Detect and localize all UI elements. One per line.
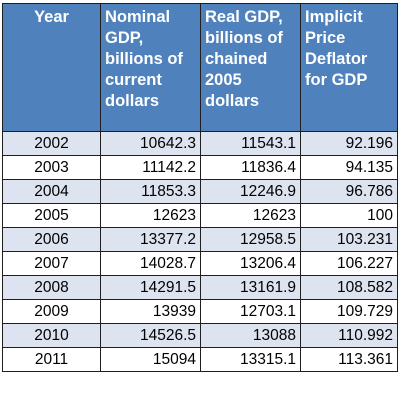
cell-nominal-gdp: 11853.3: [100, 179, 201, 204]
cell-real-gdp: 12703.1: [200, 299, 301, 324]
column-header-year: Year: [2, 3, 101, 132]
table-row: 2011 15094 13315.1 113.361: [2, 347, 398, 372]
cell-year: 2011: [2, 347, 101, 372]
column-header-price-deflator: Implicit Price Deflator for GDP: [300, 3, 398, 132]
cell-year: 2006: [2, 227, 101, 252]
cell-nominal-gdp: 12623: [100, 203, 201, 228]
cell-nominal-gdp: 10642.3: [100, 131, 201, 156]
table-row: 2003 11142.2 11836.4 94.135: [2, 155, 398, 180]
cell-price-deflator: 103.231: [300, 227, 398, 252]
gdp-table: Year Nominal GDP, billions of current do…: [2, 3, 398, 372]
cell-year: 2010: [2, 323, 101, 348]
cell-price-deflator: 92.196: [300, 131, 398, 156]
cell-price-deflator: 110.992: [300, 323, 398, 348]
table-row: 2007 14028.7 13206.4 106.227: [2, 251, 398, 276]
cell-year: 2005: [2, 203, 101, 228]
header-row: Year Nominal GDP, billions of current do…: [2, 3, 398, 132]
cell-year: 2002: [2, 131, 101, 156]
cell-nominal-gdp: 13939: [100, 299, 201, 324]
cell-price-deflator: 113.361: [300, 347, 398, 372]
cell-year: 2003: [2, 155, 101, 180]
cell-year: 2009: [2, 299, 101, 324]
table-row: 2009 13939 12703.1 109.729: [2, 299, 398, 324]
cell-price-deflator: 100: [300, 203, 398, 228]
column-header-real-gdp: Real GDP, billions of chained 2005 dolla…: [200, 3, 301, 132]
cell-nominal-gdp: 14291.5: [100, 275, 201, 300]
cell-nominal-gdp: 11142.2: [100, 155, 201, 180]
cell-year: 2007: [2, 251, 101, 276]
table-row: 2008 14291.5 13161.9 108.582: [2, 275, 398, 300]
cell-nominal-gdp: 14028.7: [100, 251, 201, 276]
cell-real-gdp: 12246.9: [200, 179, 301, 204]
cell-nominal-gdp: 15094: [100, 347, 201, 372]
table-body: 2002 10642.3 11543.1 92.196 2003 11142.2 11836…: [2, 131, 398, 372]
cell-year: 2004: [2, 179, 101, 204]
table-row: 2005 12623 12623 100: [2, 203, 398, 228]
column-header-nominal-gdp: Nominal GDP, billions of current dollars: [100, 3, 201, 132]
cell-price-deflator: 94.135: [300, 155, 398, 180]
table-row: 2004 11853.3 12246.9 96.786: [2, 179, 398, 204]
cell-price-deflator: 108.582: [300, 275, 398, 300]
cell-nominal-gdp: 14526.5: [100, 323, 201, 348]
cell-real-gdp: 11543.1: [200, 131, 301, 156]
cell-price-deflator: 106.227: [300, 251, 398, 276]
cell-price-deflator: 109.729: [300, 299, 398, 324]
cell-real-gdp: 11836.4: [200, 155, 301, 180]
cell-nominal-gdp: 13377.2: [100, 227, 201, 252]
cell-real-gdp: 12958.5: [200, 227, 301, 252]
cell-real-gdp: 12623: [200, 203, 301, 228]
cell-real-gdp: 13161.9: [200, 275, 301, 300]
cell-year: 2008: [2, 275, 101, 300]
cell-price-deflator: 96.786: [300, 179, 398, 204]
table-row: 2002 10642.3 11543.1 92.196: [2, 131, 398, 156]
table-row: 2006 13377.2 12958.5 103.231: [2, 227, 398, 252]
table-row: 2010 14526.5 13088 110.992: [2, 323, 398, 348]
cell-real-gdp: 13315.1: [200, 347, 301, 372]
cell-real-gdp: 13088: [200, 323, 301, 348]
cell-real-gdp: 13206.4: [200, 251, 301, 276]
